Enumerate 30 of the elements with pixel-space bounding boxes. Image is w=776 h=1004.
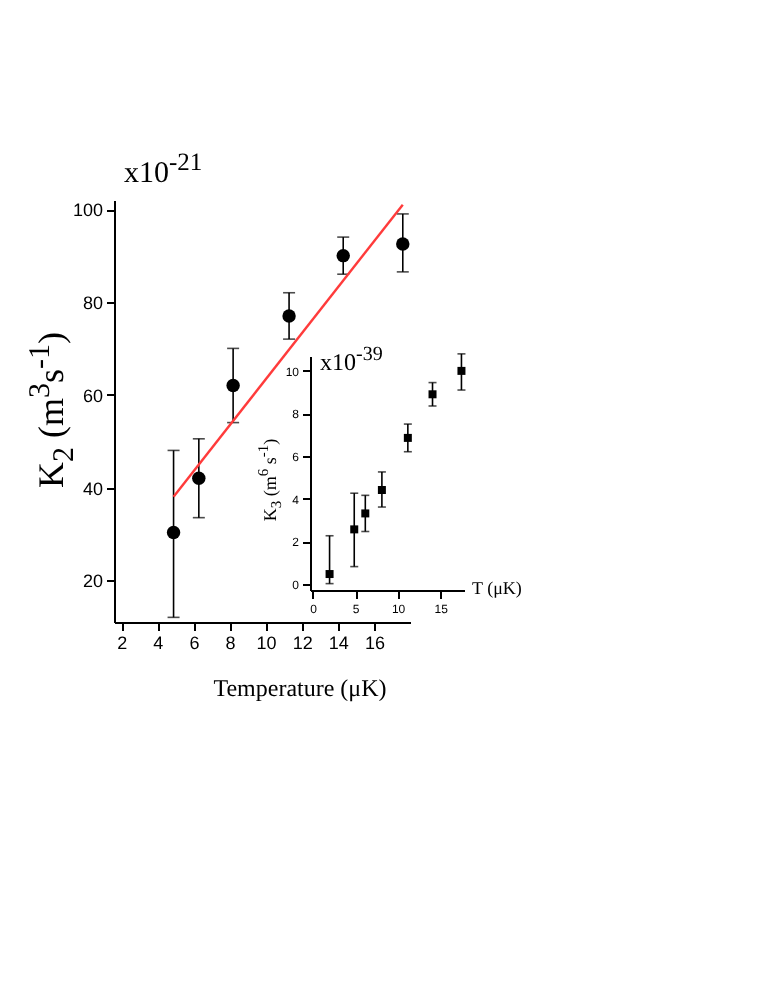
x-tick-label: 2 (117, 633, 128, 653)
annotation: x10$^{-39}$ (320, 344, 383, 376)
point (350, 525, 359, 534)
x-axis-title: T (μK) (472, 578, 522, 598)
point (325, 570, 334, 579)
point (166, 525, 181, 540)
y-tick-label: 80 (82, 293, 103, 314)
x-tick-label: 14 (328, 633, 349, 653)
x-tick-label: 6 (189, 633, 200, 653)
point (403, 433, 412, 442)
x-axis-title: Temperature (μK) (213, 674, 387, 702)
text: x10$^{-21}$ (124, 148, 203, 190)
point (396, 237, 410, 251)
point (226, 378, 240, 393)
x-tick-label: 8 (225, 633, 236, 653)
x-tick-label: 4 (153, 633, 164, 653)
point (361, 509, 370, 518)
point (336, 248, 350, 263)
point (192, 471, 206, 485)
point (377, 486, 386, 495)
y-tick-label: 100 (72, 200, 103, 221)
y-tick-label: 40 (82, 478, 103, 499)
y-tick-label: 20 (82, 571, 103, 592)
y-tick-label: 60 (82, 385, 103, 406)
x-tick-label: 16 (364, 633, 385, 653)
x-tick-label: 10 (256, 633, 277, 653)
point (457, 366, 466, 375)
x-tick-label: 12 (292, 633, 313, 653)
point (428, 390, 437, 399)
point (282, 309, 296, 323)
